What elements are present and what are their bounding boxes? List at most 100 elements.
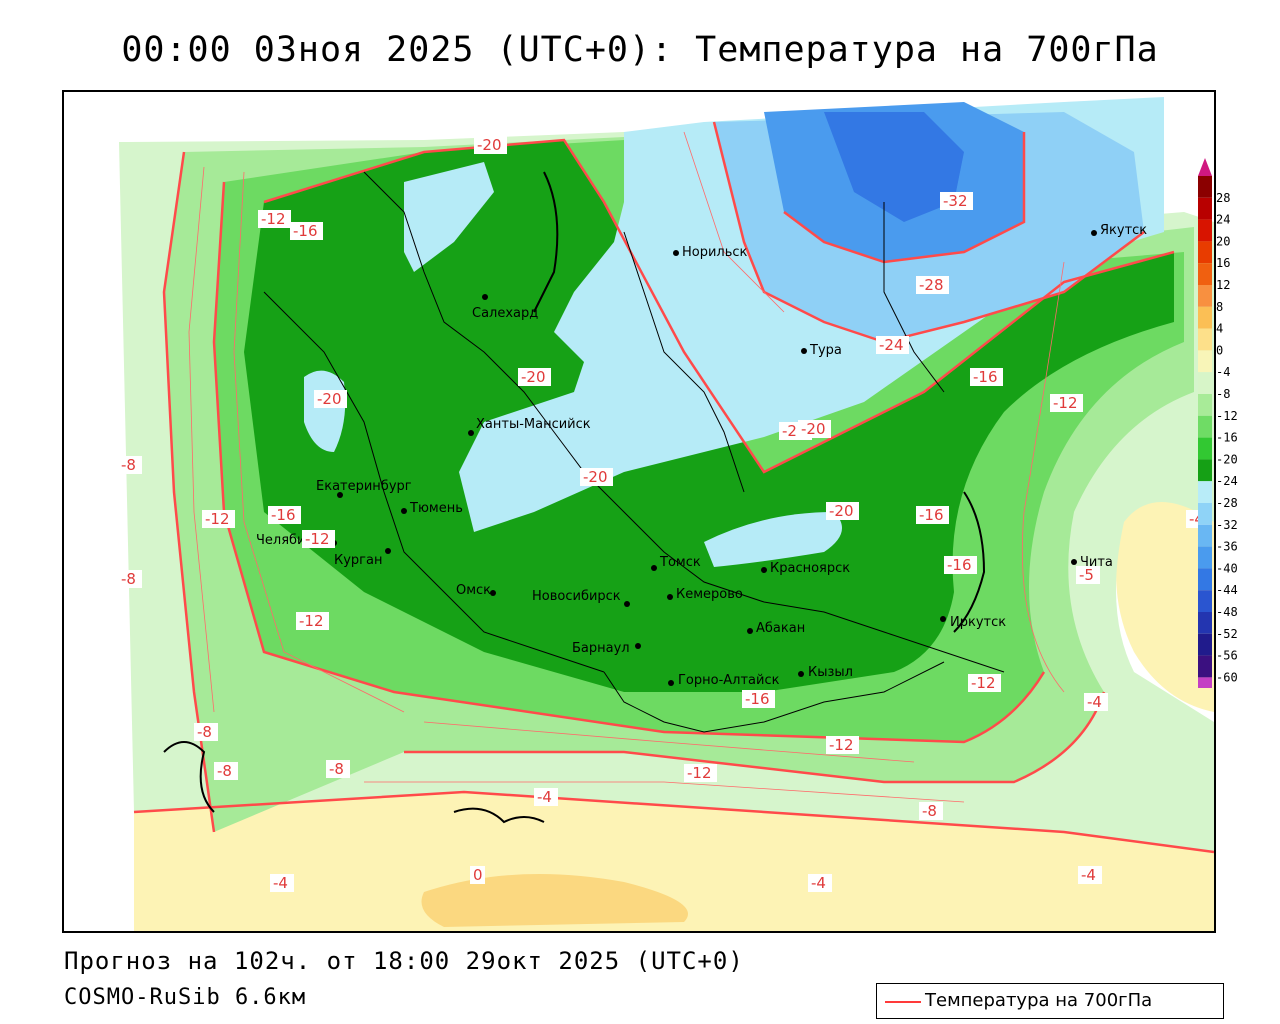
colorbar-swatch [1198,350,1212,373]
isoline-label: -4 [1087,693,1102,711]
colorbar: 28 24 20 16 12 8 4 0 -4 -8 -12 -16 -20 -24 -28 -32 -36 -4… [1198,158,1238,688]
colorbar-swatch [1198,677,1212,688]
city-label: Абакан [756,621,805,636]
city-label: Омск [456,583,491,598]
isoline-label-bg [314,390,347,408]
colorbar-tick-label: -24 [1216,474,1238,488]
colorbar-swatch [1198,655,1212,678]
city-marker [385,548,391,554]
city-marker [1091,230,1097,236]
city-marker [635,643,641,649]
legend: Температура на 700гПа [876,983,1224,1019]
colorbar-tick-label: 0 [1216,343,1223,357]
colorbar-tick-label: -60 [1216,670,1238,684]
zone-warm-east [1116,494,1214,712]
colorbar-swatch [1198,285,1212,307]
city-marker [482,294,488,300]
zone-warm [134,792,1214,931]
colorbar-swatch [1198,328,1212,351]
isoline-label-bg [808,874,832,892]
isoline-label: -12 [261,210,286,228]
isoline-label-bg [1078,866,1102,884]
city-label: Тюмень [409,501,463,516]
city-markers [331,230,1097,686]
isoline-label: -20 [583,468,608,486]
isoline-label: -8 [217,762,232,780]
colorbar-tick-label: 20 [1216,234,1230,248]
colorbar-swatch [1198,197,1212,220]
isoline-label: -8 [121,456,136,474]
isoline-label: -4 [811,874,826,892]
isoline-label: -16 [973,368,998,386]
forecast-info: Прогноз на 102ч. от 18:00 29окт 2025 (UT… [64,947,744,975]
isoline-label-bg [118,456,142,474]
isoline-label: -8 [329,760,344,778]
colorbar-swatch [1198,459,1212,482]
colorbar-swatch [1198,241,1212,264]
colorbar-top-arrow [1198,158,1212,176]
city-marker [673,250,679,256]
zone-warm-core [421,874,688,927]
city-label: Салехард [472,306,538,321]
colorbar-tick-label: -52 [1216,627,1238,641]
isoline-label-bg [118,570,142,588]
zone-minus36 [824,112,964,222]
isoline-label: -20 [801,420,826,438]
zone-minus20-east [704,512,842,567]
isoline-label-bg [258,210,291,228]
isoline-label: 0 [473,866,483,884]
city-label: Якутск [1100,223,1147,238]
isoline-label-bg [968,674,1001,692]
colorbar-swatch [1198,546,1212,569]
isoline-label-bg [742,690,775,708]
map-title: 00:00 03ноя 2025 (UTC+0): Температура на… [121,30,1159,70]
colorbar-tick-label: 16 [1216,256,1230,270]
isoline-label: -4 [273,874,288,892]
city-label: Иркутск [950,615,1006,630]
colorbar-tick-label: -8 [1216,387,1230,401]
city-label: Кемерово [676,587,743,602]
isoline-label: -12 [205,510,230,528]
isoline-label-bg [798,420,831,438]
city-marker [490,590,496,596]
colorbar-tick-label: -28 [1216,496,1238,510]
isoline-label-bg [826,502,859,520]
isoline-label: -12 [305,530,330,548]
isoline-label: -32 [943,192,968,210]
colorbar-swatch [1198,372,1212,394]
city-marker [801,348,807,354]
isoline-label: -4 [537,788,552,806]
city-label: Кызыл [808,665,853,680]
colorbar-swatch [1198,176,1212,198]
legend-label: Температура на 700гПа [925,990,1153,1011]
isoline-label: -20 [521,368,546,386]
colorbar-swatch [1198,415,1212,438]
isoline-label-bg [474,136,507,154]
city-marker [624,601,630,607]
colorbar-swatch [1198,590,1212,612]
city-label: Ханты-Мансийск [476,417,591,432]
zone-minus20-nw [404,162,494,272]
isoline-label-bg [290,222,323,240]
city-marker [668,680,674,686]
isoline-label-bg [970,368,1003,386]
isoline-label: -16 [293,222,318,240]
coastline [163,171,986,824]
isoline-label-bg [534,788,558,806]
colorbar-tick-label: -48 [1216,605,1238,619]
isoline-label: -16 [947,556,972,574]
colorbar-swatch [1198,612,1212,634]
isoline-label: -4 [1081,866,1096,884]
city-marker [667,594,673,600]
colorbar-swatch [1198,394,1212,416]
isoline-label: -16 [745,690,770,708]
isoline-label: -8 [922,802,937,820]
isoline-label: -16 [271,506,296,524]
model-info: COSMO-RuSib 6.6км [64,985,307,1010]
isoline-label: -12 [299,612,324,630]
isoline-label: -12 [829,736,854,754]
colorbar-tick-label: 24 [1216,213,1230,227]
isoline-label-bg [270,874,294,892]
colorbar-swatch [1198,437,1212,460]
colorbar-tick-label: -12 [1216,409,1238,423]
